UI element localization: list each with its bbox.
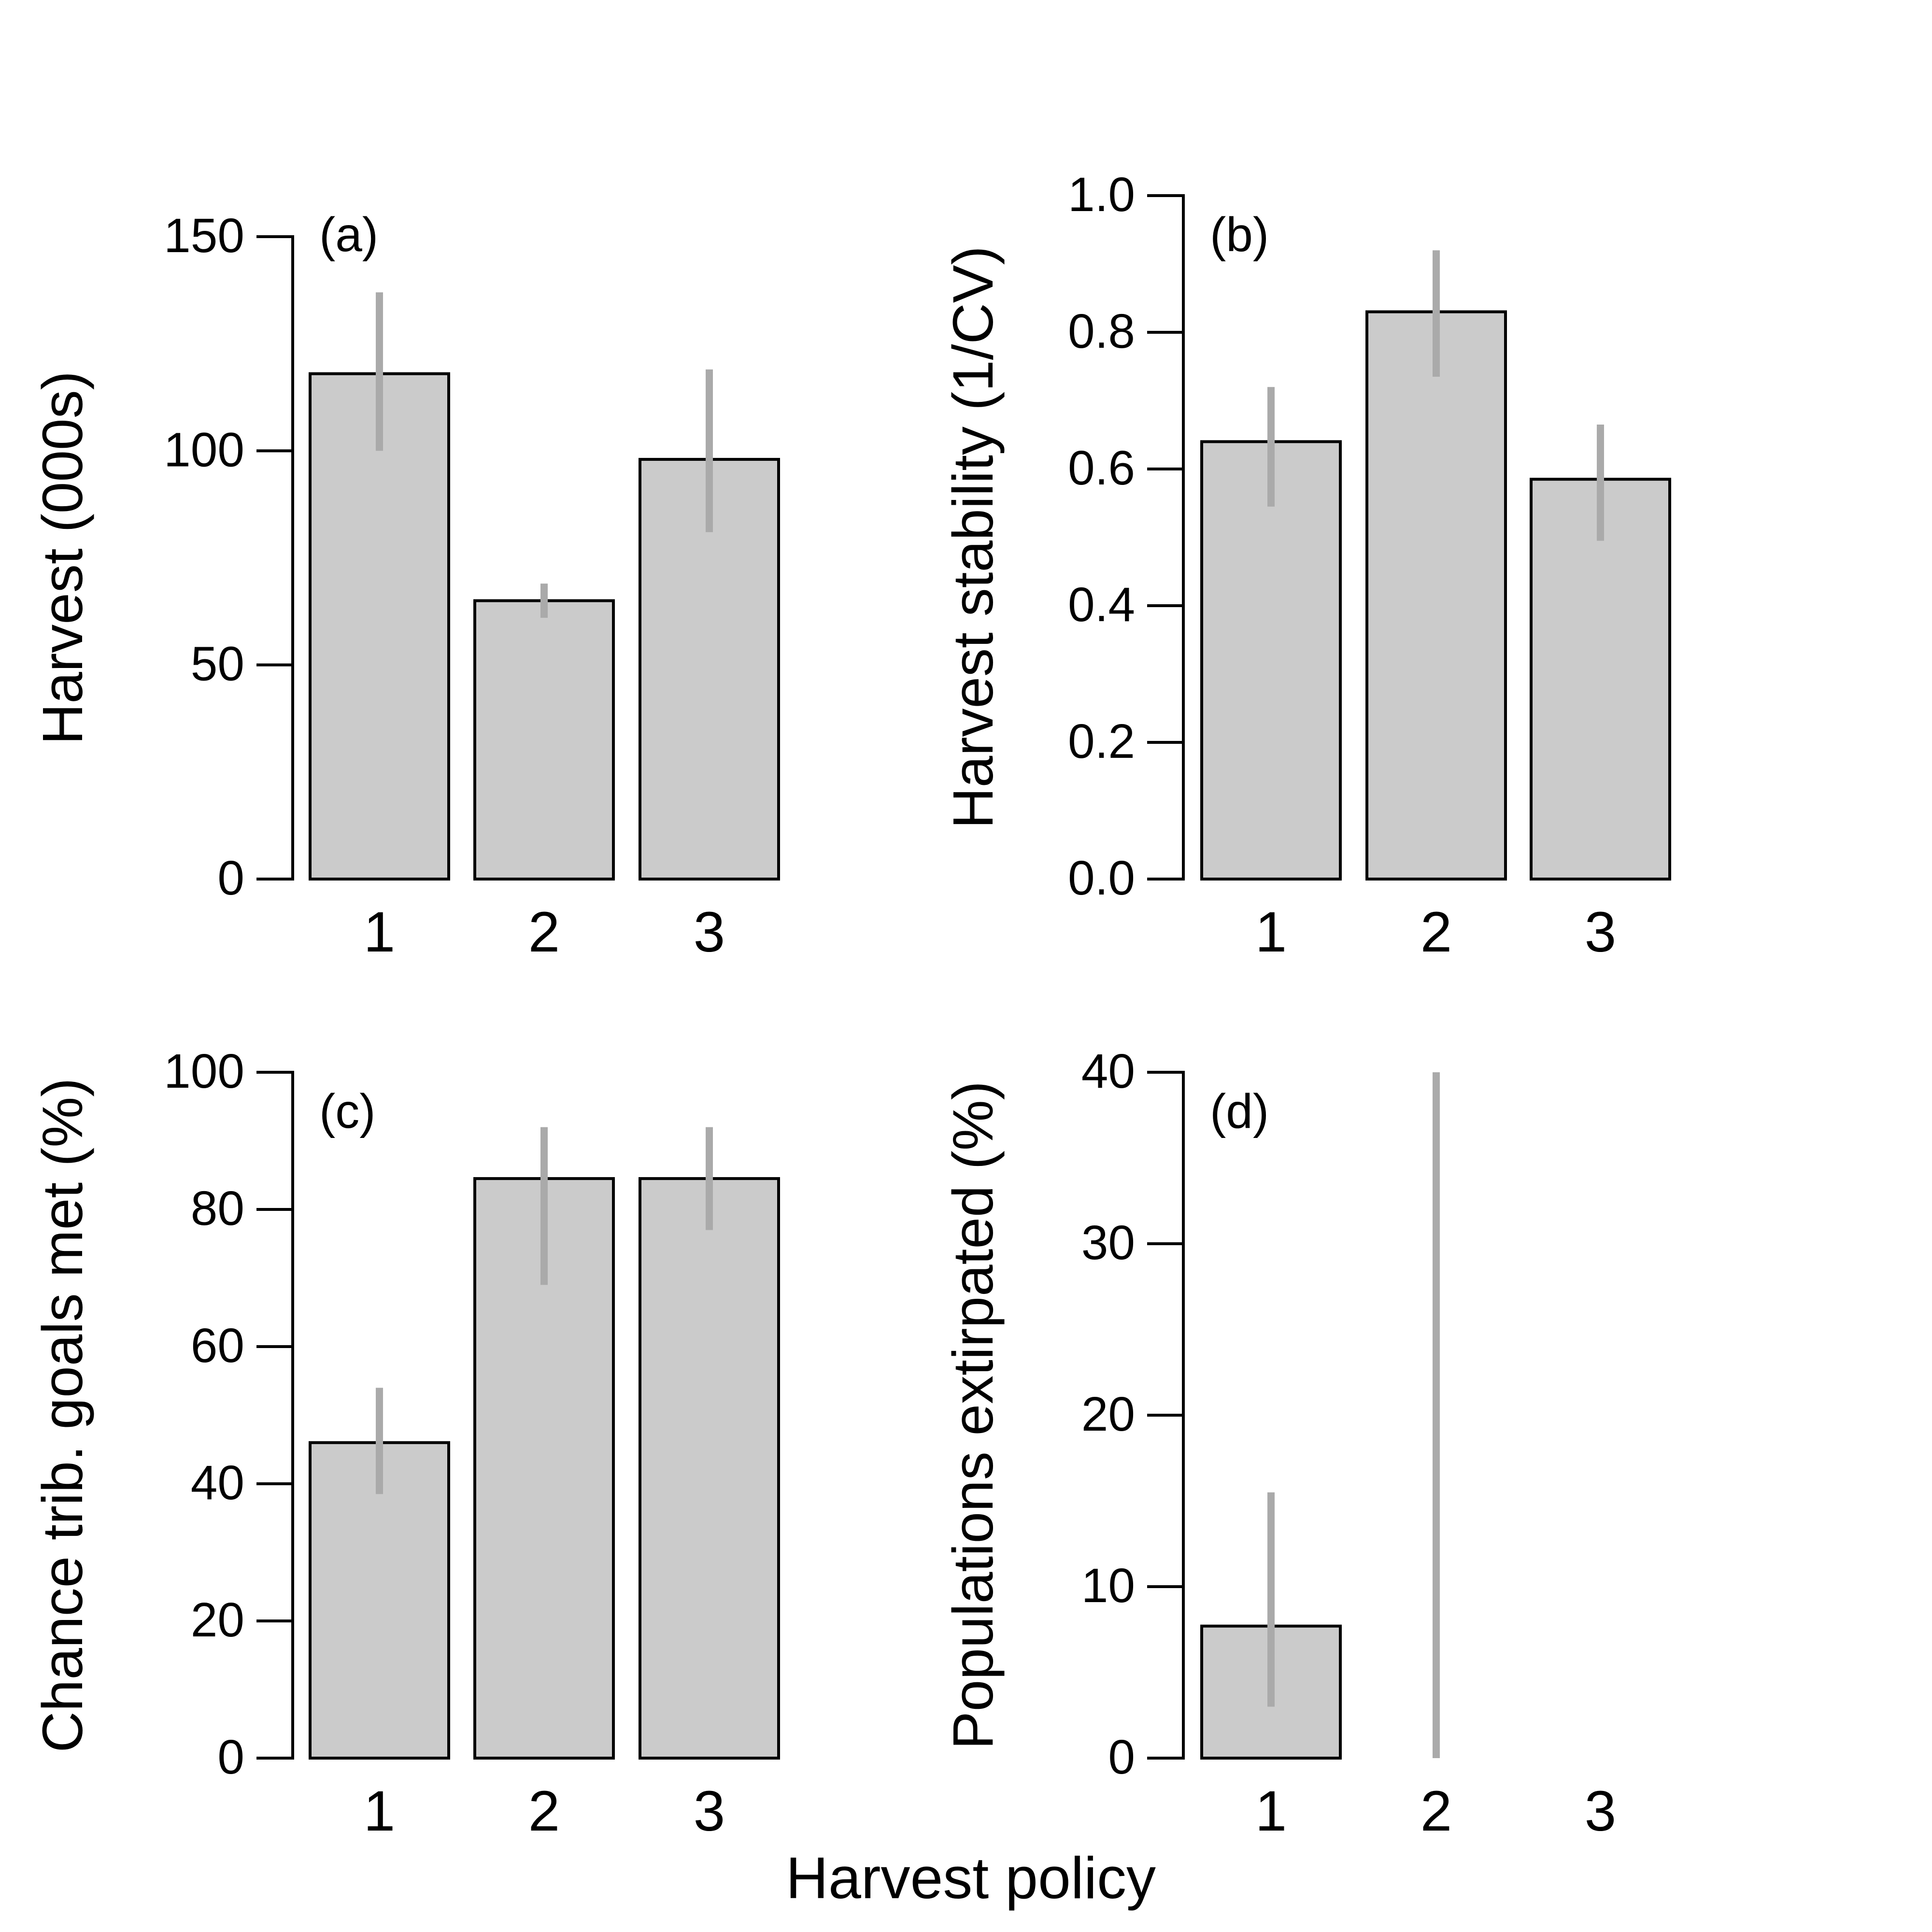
extirpated-y-tick-label: 20 [1081, 1387, 1135, 1441]
stability-y-tick-label: 0.4 [1068, 578, 1135, 632]
goals-y-axis-label: Chance trib. goals met (%) [31, 1078, 95, 1753]
harvest-y-axis-label: Harvest (000s) [31, 371, 95, 745]
goals-y-tick-label: 100 [164, 1044, 244, 1098]
extirpated-y-tick-label: 0 [1108, 1730, 1135, 1784]
goals-panel-label: (c) [319, 1084, 376, 1138]
stability-bar-3 [1530, 478, 1671, 881]
harvest-y-tick-label: 0 [217, 851, 244, 905]
stability-x-tick-label-2: 2 [1421, 900, 1452, 964]
extirpated-x-tick-label-3: 3 [1585, 1779, 1617, 1843]
goals-y-tick-label: 0 [217, 1730, 244, 1784]
common-x-axis-label: Harvest policy [786, 1845, 1156, 1911]
extirpated-y-tick-label: 30 [1081, 1216, 1135, 1270]
goals-x-tick-label-3: 3 [694, 1779, 725, 1843]
goals-x-tick-label-2: 2 [528, 1779, 560, 1843]
stability-y-tick-label: 1.0 [1068, 168, 1135, 222]
harvest-x-tick-label-2: 2 [528, 900, 560, 964]
stability-bar-2 [1365, 310, 1507, 881]
stability-y-axis-label: Harvest stability (1/CV) [941, 246, 1005, 829]
panel-c: 0 20 40 60 80 100 1 2 3 (c) Chance trib. goals met… [31, 1044, 780, 1843]
extirpated-x-tick-label-2: 2 [1421, 1779, 1452, 1843]
stability-panel-label: (b) [1210, 208, 1269, 262]
stability-y-tick-label: 0.2 [1068, 714, 1135, 768]
extirpated-panel-label: (d) [1210, 1084, 1269, 1138]
harvest-bar-3 [639, 458, 780, 881]
harvest-y-tick-label: 150 [164, 209, 244, 263]
panel-a: 0 50 100 150 1 2 3 (a) Harvest (000s) [31, 208, 780, 964]
stability-y-tick-label: 0.6 [1068, 441, 1135, 495]
panel-b: 0.0 0.2 0.4 0.6 0.8 1.0 1 2 3 (b) Harvest stabilit… [941, 168, 1671, 964]
harvest-x-tick-label-1: 1 [364, 900, 396, 964]
goals-y-tick-label: 40 [191, 1456, 244, 1510]
goals-bar-3 [639, 1177, 780, 1760]
goals-y-tick-label: 60 [191, 1319, 244, 1373]
harvest-x-tick-label-3: 3 [694, 900, 725, 964]
goals-bar-1 [309, 1441, 450, 1760]
stability-x-tick-label-3: 3 [1585, 900, 1617, 964]
stability-y-tick-label: 0.0 [1068, 851, 1135, 905]
harvest-panel-label: (a) [319, 208, 378, 262]
harvest-y-tick-label: 50 [191, 637, 244, 691]
harvest-bar-2 [473, 599, 615, 881]
goals-x-tick-label-1: 1 [364, 1779, 396, 1843]
harvest-bar-1 [309, 372, 450, 881]
goals-y-tick-label: 80 [191, 1181, 244, 1236]
stability-y-tick-label: 0.8 [1068, 304, 1135, 358]
extirpated-x-tick-label-1: 1 [1255, 1779, 1287, 1843]
extirpated-y-tick-label: 40 [1081, 1044, 1135, 1098]
harvest-y-tick-label: 100 [164, 423, 244, 477]
goals-y-tick-label: 20 [191, 1593, 244, 1647]
stability-bar-1 [1200, 440, 1342, 881]
extirpated-y-axis-label: Populations extirpated (%) [941, 1081, 1005, 1749]
panel-d: 0 10 20 30 40 1 2 3 (d) Populations extirpated (%… [941, 1044, 1616, 1843]
extirpated-y-tick-label: 10 [1081, 1559, 1135, 1613]
stability-x-tick-label-1: 1 [1255, 900, 1287, 964]
